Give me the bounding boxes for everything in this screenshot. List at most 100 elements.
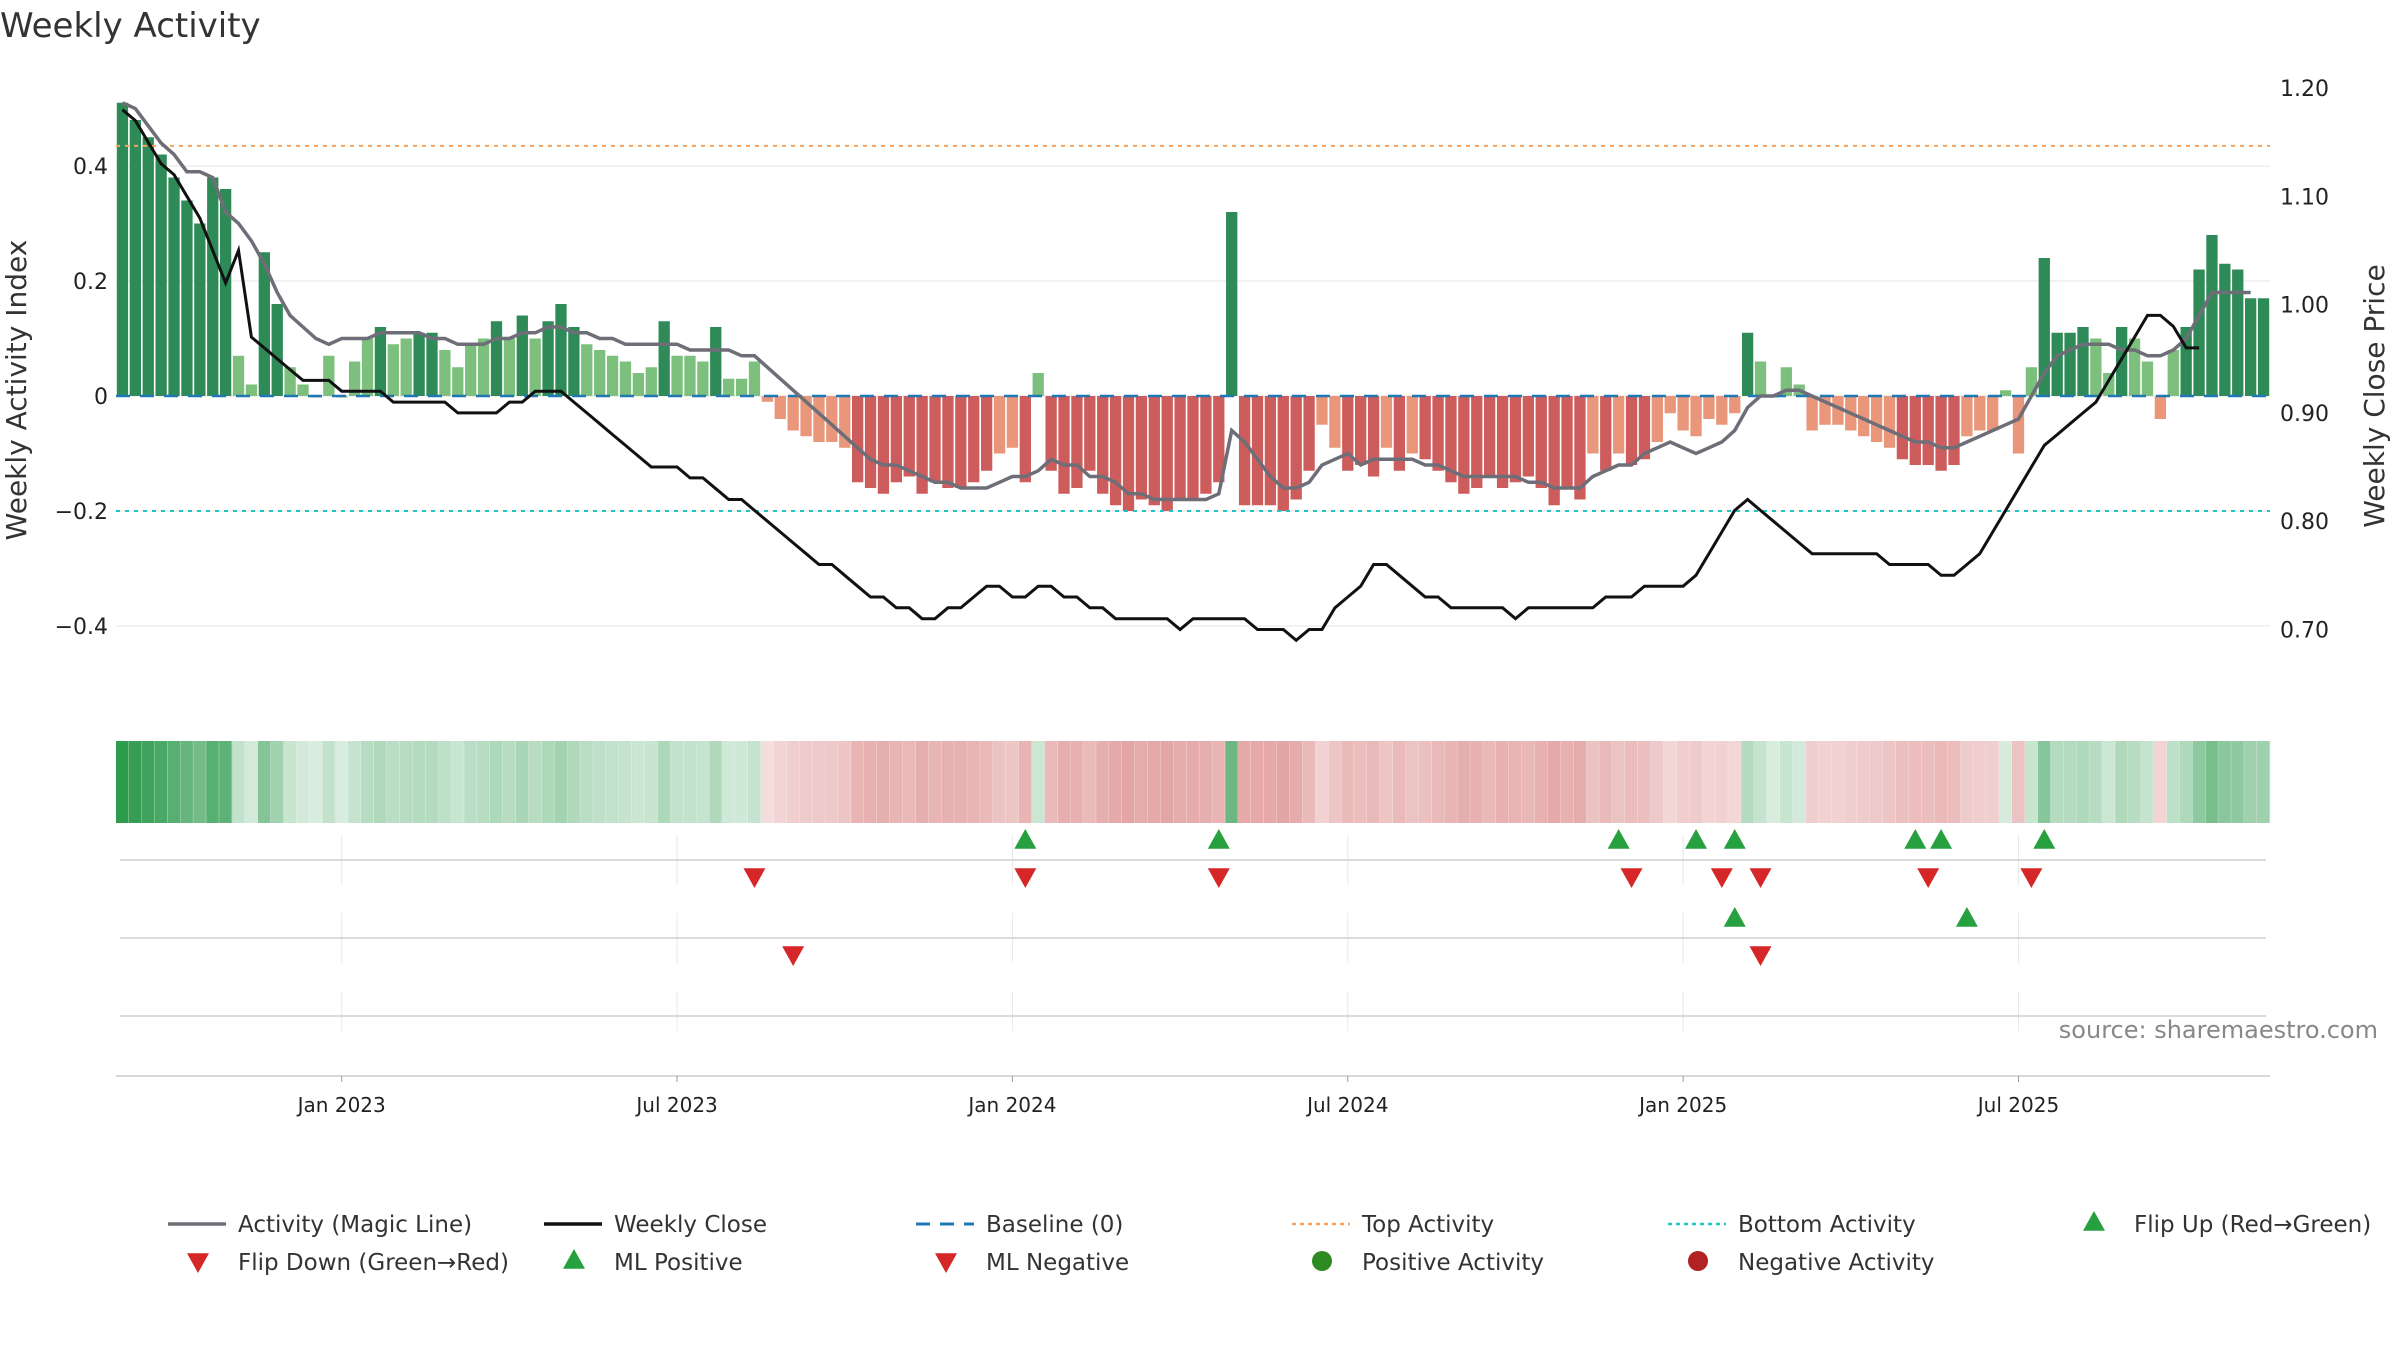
- heat-cell-49: [748, 741, 762, 823]
- heat-cell-25: [438, 741, 452, 823]
- heat-cell-39: [619, 741, 633, 823]
- heat-cell-88: [1251, 741, 1265, 823]
- activity-bar-153: [2090, 338, 2102, 396]
- heat-cell-62: [915, 741, 929, 823]
- heat-cell-17: [335, 741, 349, 823]
- reference-lines: [116, 144, 2270, 512]
- heat-cell-75: [1083, 741, 1097, 823]
- legend-label-flip_down: Flip Down (Green→Red): [238, 1250, 509, 1276]
- activity-bar-142: [1948, 396, 1960, 465]
- activity-bar-150: [2051, 332, 2063, 396]
- activity-bar-64: [942, 396, 954, 488]
- heat-cell-59: [876, 741, 891, 823]
- activity-bar-37: [594, 350, 606, 396]
- flip-up-marker-2: [1607, 829, 1630, 849]
- activity-bar-16: [323, 355, 335, 396]
- legend-label-top_activity: Top Activity: [1361, 1212, 1494, 1238]
- heat-cell-3: [154, 741, 168, 823]
- heat-cell-131: [1805, 741, 1819, 823]
- activity-bar-106: [1484, 396, 1496, 477]
- activity-bar-59: [877, 396, 890, 494]
- heat-cell-136: [1870, 741, 1884, 823]
- activity-bar-13: [284, 367, 296, 396]
- heat-cell-127: [1754, 741, 1768, 823]
- activity-bar-109: [1522, 396, 1535, 477]
- activity-bar-83: [1187, 396, 1199, 500]
- right-tick-label-2: 1.00: [2280, 294, 2329, 319]
- activity-bar-53: [800, 396, 812, 437]
- heat-cell-30: [502, 741, 517, 823]
- flip-up-marker-7: [2033, 829, 2056, 849]
- activity-bar-32: [529, 338, 541, 396]
- activity-bar-104: [1458, 396, 1470, 494]
- activity-bar-73: [1058, 396, 1070, 494]
- activity-bar-131: [1806, 396, 1818, 431]
- activity-bar-45: [697, 361, 709, 396]
- heat-cell-10: [244, 741, 259, 823]
- activity-bar-43: [671, 355, 683, 396]
- activity-bar-30: [503, 338, 516, 396]
- activity-bar-10: [245, 384, 258, 396]
- flip-down-marker-4: [1710, 868, 1733, 888]
- activity-bar-132: [1819, 396, 1831, 425]
- activity-bar-158: [2154, 396, 2167, 419]
- heat-cell-78: [1122, 741, 1136, 823]
- activity-bar-100: [1406, 396, 1418, 454]
- heat-cell-29: [490, 741, 504, 823]
- activity-bar-127: [1754, 361, 1767, 396]
- activity-bar-143: [1961, 396, 1973, 437]
- activity-bar-3: [155, 154, 167, 396]
- activity-bar-126: [1741, 332, 1754, 396]
- legend-item-flip_up: Flip Up (Red→Green): [2083, 1211, 2371, 1238]
- activity-bar-46: [710, 327, 722, 396]
- activity-bar-93: [1316, 396, 1328, 425]
- heat-cell-140: [1921, 741, 1935, 823]
- activity-bar-68: [993, 396, 1006, 454]
- left-axis-label: Weekly Activity Index: [0, 240, 33, 541]
- legend: Activity (Magic Line) Weekly Close Baselin…: [168, 1211, 2371, 1276]
- flip-up-marker-5: [1904, 829, 1927, 849]
- legend-label-ml_negative: ML Negative: [986, 1250, 1129, 1276]
- flip-down-marker-6: [1917, 868, 1940, 888]
- activity-bar-74: [1071, 396, 1083, 488]
- activity-bar-90: [1277, 396, 1289, 511]
- x-tick-label-4: Jan 2025: [1637, 1093, 1727, 1117]
- heat-cell-135: [1857, 741, 1871, 823]
- heat-cell-65: [954, 741, 968, 823]
- axes: 0.4 0.2 0 −0.2 −0.4 1.20 1.10 1.00 0.90 0.80 0.70 W…: [0, 77, 2391, 644]
- activity-bar-31: [516, 315, 528, 396]
- activity-bar-22: [400, 338, 412, 396]
- flip-down-marker-7: [2020, 868, 2043, 888]
- legend-label-flip_up: Flip Up (Red→Green): [2134, 1212, 2371, 1238]
- activity-bar-98: [1380, 396, 1393, 448]
- activity-bar-118: [1638, 396, 1651, 460]
- heat-cell-14: [296, 741, 310, 823]
- heat-cell-52: [786, 741, 800, 823]
- heat-cell-122: [1689, 741, 1703, 823]
- heat-cell-54: [812, 741, 826, 823]
- activity-bar-96: [1355, 396, 1367, 465]
- heat-cell-98: [1380, 741, 1394, 823]
- activity-bar-148: [2025, 367, 2038, 396]
- heat-cell-116: [1612, 741, 1626, 823]
- heat-cell-110: [1534, 741, 1548, 823]
- magic-line: [121, 101, 2251, 502]
- legend-label-weekly_close: Weekly Close: [614, 1212, 767, 1238]
- heat-cell-50: [760, 741, 775, 823]
- heat-cell-120: [1663, 741, 1677, 823]
- activity-bar-87: [1238, 396, 1251, 506]
- heat-cell-101: [1418, 741, 1432, 823]
- activity-bar-4: [168, 177, 180, 396]
- activity-bar-36: [581, 344, 593, 396]
- heat-cell-57: [851, 741, 865, 823]
- heat-cell-61: [902, 741, 916, 823]
- activity-bar-60: [890, 396, 902, 483]
- right-axis-label: Weekly Close Price: [2358, 264, 2391, 527]
- heat-cell-147: [2012, 741, 2026, 823]
- heat-cell-103: [1444, 741, 1458, 823]
- activity-bar-105: [1471, 396, 1483, 488]
- activity-bar-57: [851, 396, 864, 483]
- activity-bar-56: [839, 396, 851, 448]
- heat-cell-149: [2037, 741, 2051, 823]
